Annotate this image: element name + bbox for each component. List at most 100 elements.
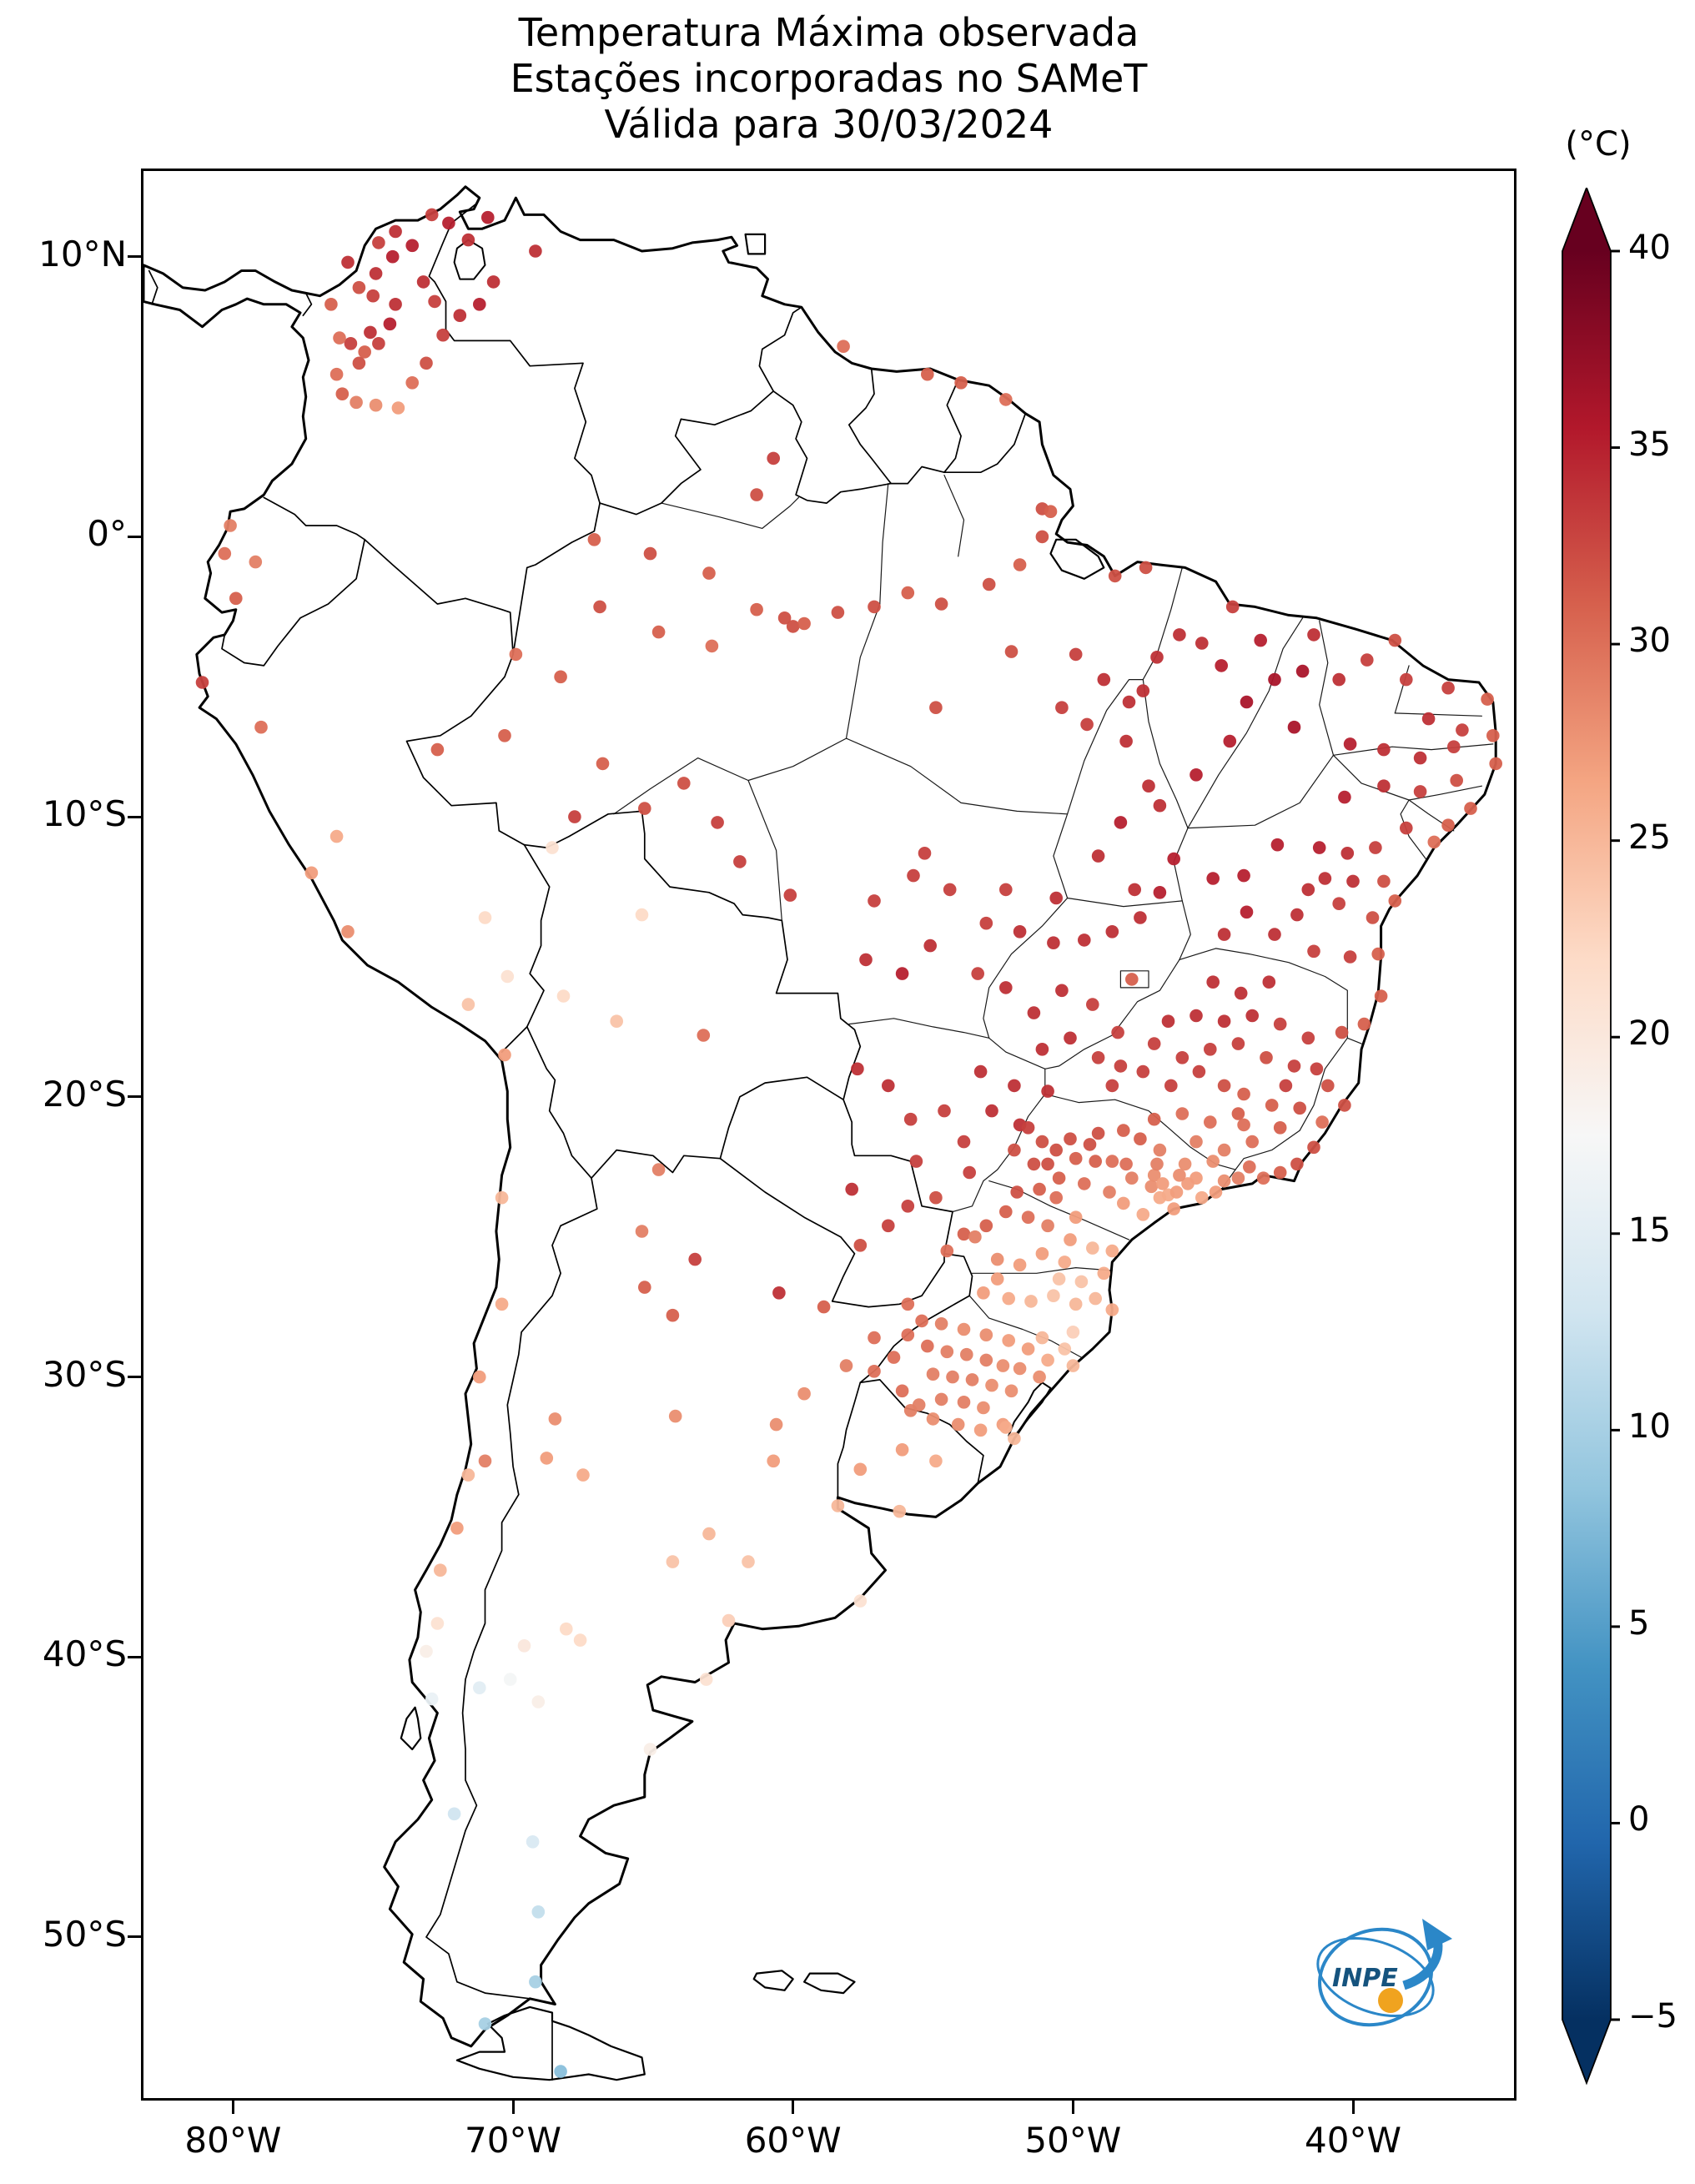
y-axis-tick-label: 40°S [42, 1633, 127, 1675]
station-point [1456, 723, 1469, 737]
x-axis-tick-label: 70°W [465, 2120, 562, 2161]
station-point [1307, 628, 1320, 642]
station-point [1287, 1059, 1301, 1073]
country-border [425, 1177, 598, 2000]
figure-title: Temperatura Máxima observada Estações in… [143, 10, 1514, 148]
station-point [587, 533, 601, 546]
logo-orbit-icon [1318, 1927, 1433, 2027]
state-border [988, 1180, 1130, 1240]
station-point [1338, 1099, 1351, 1112]
station-point [405, 239, 420, 253]
station-point [1013, 1361, 1027, 1376]
station-point [968, 1230, 982, 1244]
state-border [1394, 665, 1410, 714]
station-point [420, 356, 433, 370]
station-point [851, 1062, 864, 1076]
state-border [1220, 1130, 1300, 1190]
station-point [929, 701, 943, 714]
state-border [1408, 785, 1482, 801]
station-point [934, 597, 948, 611]
country-border [405, 653, 526, 846]
state-border [845, 737, 1069, 815]
station-point [1209, 1185, 1223, 1199]
station-point [954, 376, 968, 390]
station-point [1217, 1014, 1231, 1028]
station-point [1225, 600, 1240, 614]
logo-arrowhead-icon [1422, 1919, 1452, 1950]
station-point [1035, 530, 1049, 544]
country-border [148, 269, 158, 305]
station-point [786, 620, 800, 633]
station-point [767, 1454, 780, 1468]
station-point [1091, 1051, 1105, 1064]
station-point [1002, 1334, 1015, 1347]
station-point [1033, 1182, 1046, 1196]
station-point [979, 1328, 993, 1341]
station-point [1021, 1210, 1035, 1224]
station-point [635, 908, 649, 922]
station-point [1240, 695, 1254, 709]
station-point [556, 989, 571, 1003]
station-point [1441, 818, 1455, 832]
country-border [719, 1076, 844, 1160]
station-point [668, 1409, 682, 1423]
station-point [934, 1317, 948, 1331]
station-point [517, 1639, 531, 1653]
station-point [934, 1392, 948, 1407]
station-point [1307, 944, 1320, 959]
station-point [1290, 1157, 1304, 1171]
station-point [1153, 798, 1167, 813]
state-border [848, 1018, 990, 1039]
station-point [985, 1378, 998, 1392]
station-point [529, 244, 542, 258]
station-point [1447, 740, 1461, 753]
station-point [540, 1452, 554, 1465]
country-border [364, 538, 514, 656]
station-point [951, 1417, 965, 1432]
station-point [425, 208, 439, 222]
state-border [1173, 828, 1191, 960]
country-border [859, 1379, 984, 1484]
station-point [531, 1695, 546, 1708]
station-point [1318, 872, 1332, 885]
station-point [946, 1370, 959, 1384]
station-point [1338, 790, 1351, 804]
station-point [1055, 984, 1069, 998]
station-point [868, 1331, 881, 1345]
station-point [979, 1353, 993, 1367]
country-border [943, 379, 962, 474]
station-point [750, 602, 763, 616]
x-axis-tick [231, 2101, 234, 2114]
station-point [1206, 1155, 1220, 1168]
station-point [750, 488, 763, 501]
station-point [1035, 1247, 1049, 1261]
state-border [1067, 679, 1144, 815]
station-point [1069, 1151, 1083, 1165]
state-border [661, 496, 799, 529]
station-point [1052, 1171, 1066, 1185]
y-axis-tick [128, 815, 141, 818]
colorbar-tick-label: 40 [1628, 229, 1671, 267]
station-point [1204, 1115, 1217, 1129]
station-point [909, 1155, 923, 1168]
station-point [1190, 1135, 1203, 1149]
station-point [711, 816, 724, 829]
station-point [1066, 1359, 1080, 1372]
station-point [391, 401, 405, 415]
station-point [554, 2065, 567, 2078]
station-point [742, 1555, 755, 1568]
station-point [1111, 1025, 1124, 1039]
station-point [218, 546, 232, 561]
station-point [436, 328, 450, 342]
station-point [229, 591, 243, 606]
station-point [434, 1563, 447, 1577]
station-point [473, 298, 486, 311]
station-point [1013, 1258, 1027, 1272]
station-point [651, 625, 666, 639]
station-point [1134, 911, 1147, 924]
station-point [837, 340, 850, 353]
station-point [1237, 868, 1250, 883]
station-point [702, 566, 716, 580]
state-border [1187, 617, 1304, 829]
